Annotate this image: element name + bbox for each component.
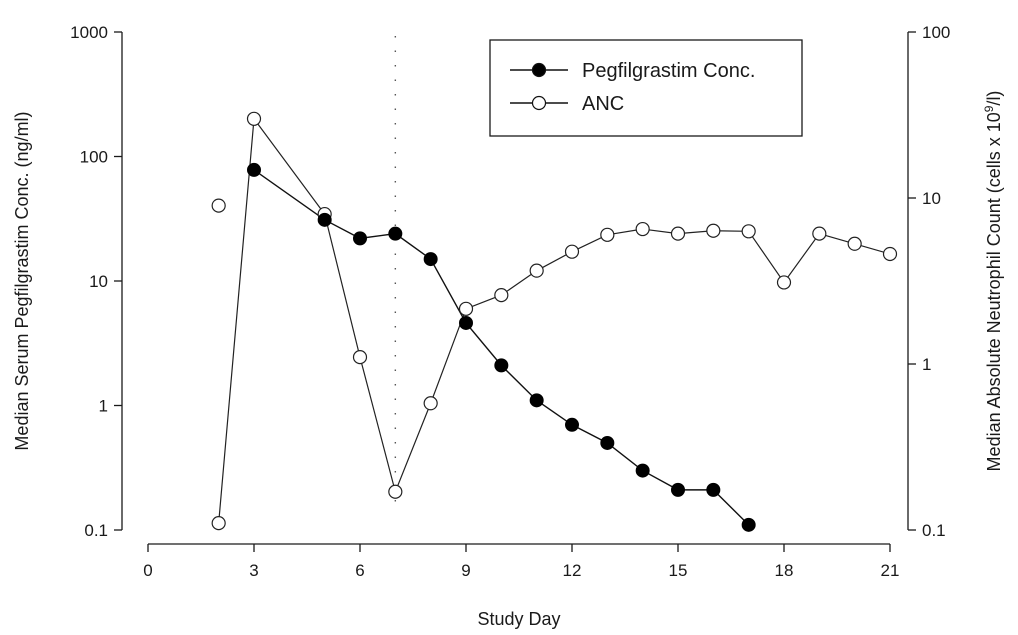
x-tick-label: 6 (355, 561, 364, 580)
x-axis-label: Study Day (477, 609, 560, 629)
anc-point (776, 275, 792, 290)
anc-point (246, 111, 262, 126)
y-left-tick-label: 10 (89, 272, 108, 291)
legend-label-anc: ANC (582, 93, 624, 115)
anc-point (812, 226, 827, 241)
anc-point (706, 223, 721, 238)
anc-point (635, 221, 650, 237)
legend-label-pegfilgrastim: Pegfilgrastim Conc. (582, 60, 755, 82)
pegfilgrastim-point (671, 482, 685, 497)
x-tick-label: 18 (775, 561, 794, 580)
y-right-tick-label: 100 (922, 23, 950, 42)
anc-point (847, 236, 862, 251)
y-right-tick-label: 0.1 (922, 521, 946, 540)
legend-marker (531, 62, 547, 78)
anc-point (352, 350, 368, 365)
anc-point (211, 516, 226, 531)
pegfilgrastim-point (529, 393, 544, 408)
y-right-tick-label: 1 (922, 355, 931, 374)
pegfilgrastim-point (741, 517, 756, 532)
x-tick-label: 9 (461, 561, 470, 580)
anc-point (741, 224, 756, 239)
anc-point (211, 198, 226, 213)
anc-point (458, 301, 474, 316)
pegfilgrastim-point (388, 226, 403, 241)
legend: Pegfilgrastim Conc. ANC (489, 39, 803, 137)
axes: 0 3 6 9 12 15 18 21 0.1 1 10 100 1000 0.1 1 10 100 (70, 23, 950, 580)
legend-box (489, 39, 803, 137)
anc-point (388, 484, 403, 499)
anc-point (564, 244, 580, 259)
anc-point (882, 246, 898, 262)
pegfilgrastim-point (459, 315, 473, 330)
pegfilgrastim-point (565, 417, 579, 432)
anc-point (494, 288, 509, 303)
anc-point (423, 396, 438, 411)
pegfilgrastim-point (353, 231, 367, 246)
x-tick-label: 21 (881, 561, 900, 580)
series-layer (211, 111, 898, 532)
y-axis-left-label: Median Serum Pegfilgrastim Conc. (ng/ml) (12, 111, 32, 450)
pegfilgrastim-point (706, 482, 721, 497)
pegfilgrastim-point (635, 463, 650, 478)
y-axis-right-label-sup: 9 (982, 105, 996, 112)
x-tick-label: 0 (143, 561, 152, 580)
x-tick-label: 3 (249, 561, 258, 580)
legend-marker (531, 95, 547, 111)
series-line-anc (218, 117, 891, 524)
pegfilgrastim-point (494, 358, 509, 373)
anc-point (529, 263, 544, 278)
x-tick-label: 12 (563, 561, 582, 580)
pegfilgrastim-point (247, 162, 261, 177)
pegfilgrastim-point (423, 252, 438, 267)
y-left-tick-label: 100 (80, 148, 108, 167)
anc-point (600, 227, 615, 242)
y-axis-right-label-prefix: Median Absolute Neutrophil Count (cells … (984, 112, 1004, 471)
y-axis-right-label-suffix: /l) (984, 91, 1004, 106)
y-right-tick-label: 10 (922, 189, 941, 208)
y-left-tick-label: 0.1 (84, 521, 108, 540)
anc-point (670, 226, 686, 241)
x-tick-label: 15 (669, 561, 688, 580)
pegfilgrastim-point (317, 212, 332, 227)
pegfilgrastim-point (600, 435, 615, 450)
y-left-tick-label: 1000 (70, 23, 108, 42)
y-left-tick-label: 1 (99, 397, 108, 416)
y-axis-right-label: Median Absolute Neutrophil Count (cells … (982, 91, 1004, 472)
